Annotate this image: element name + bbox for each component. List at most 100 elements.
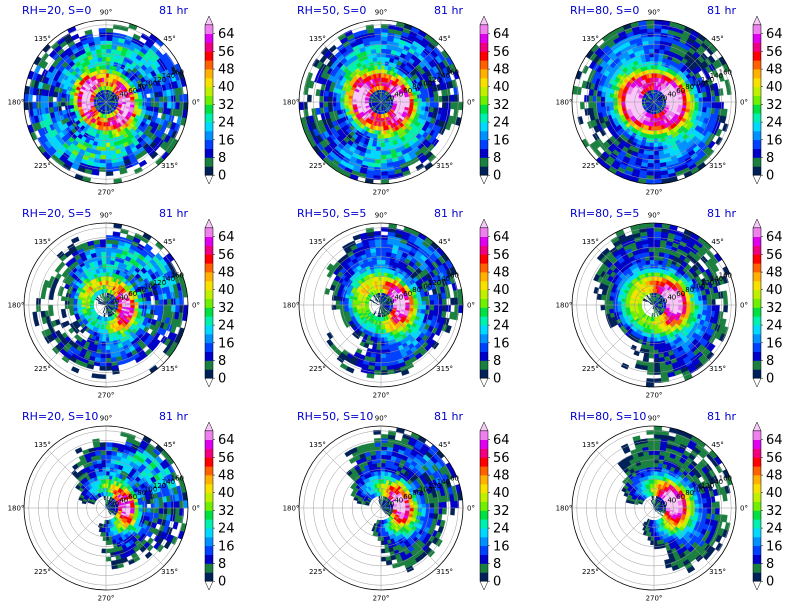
- angle-tick-label: 225°: [582, 568, 599, 576]
- angle-tick-label: 45°: [163, 441, 175, 449]
- radial-tick-label: 40: [667, 294, 676, 302]
- angle-tick-label: 270°: [646, 595, 663, 603]
- colorbar-tick-label: 8: [218, 354, 226, 369]
- radial-tick-label: 140: [710, 72, 723, 80]
- colorbar-swatch: [480, 501, 488, 511]
- colorbar-swatch: [480, 492, 488, 502]
- colorbar-swatch: [205, 60, 213, 70]
- radial-tick-label: 20: [110, 94, 119, 102]
- colorbar-swatch: [753, 42, 761, 52]
- colorbar-swatch: [753, 166, 761, 176]
- colorbar-swatch: [753, 51, 761, 61]
- colorbar-swatch: [753, 316, 761, 326]
- colorbar-tick-label: 16: [493, 539, 510, 554]
- colorbar-swatch: [205, 369, 213, 379]
- colorbar-swatch: [753, 466, 761, 476]
- colorbar-swatch: [205, 545, 213, 555]
- radial-tick-label: 120: [701, 279, 714, 287]
- angle-tick-label: 315°: [161, 568, 178, 576]
- angle-tick-label: 90°: [648, 212, 660, 220]
- colorbar: 0 8 16 24 32 40 48 56 64: [204, 218, 235, 388]
- colorbar-tick-label: 40: [493, 80, 510, 95]
- radial-tick-label: 40: [667, 497, 676, 505]
- colorbar-tick-label: 24: [493, 522, 510, 537]
- radial-tick-label: 100: [692, 80, 705, 88]
- radial-tick-label: 60: [403, 493, 412, 501]
- colorbar-swatch: [753, 139, 761, 149]
- colorbar-tick-label: 0: [493, 575, 501, 590]
- angle-tick-label: 90°: [100, 212, 112, 220]
- colorbar-swatch: [205, 95, 213, 105]
- angle-tick-label: 0°: [192, 505, 200, 513]
- angle-tick-label: 270°: [373, 189, 390, 197]
- radial-tick-label: 140: [162, 478, 175, 486]
- radial-tick-label: 20: [110, 297, 119, 305]
- radial-tick-label: 20: [658, 500, 667, 508]
- colorbar-swatch: [480, 95, 488, 105]
- colorbar-swatch: [205, 333, 213, 344]
- colorbar-swatch: [753, 130, 761, 141]
- colorbar-tick-label: 48: [766, 469, 783, 484]
- angle-tick-label: 45°: [711, 35, 723, 43]
- radial-tick-label: 100: [419, 283, 432, 291]
- angle-tick-label: 90°: [648, 9, 660, 17]
- colorbar-tick-label: 48: [493, 266, 510, 281]
- panel-time-label: 81 hr: [707, 207, 736, 220]
- panel-title: RH=80, S=0: [570, 4, 639, 17]
- angle-tick-label: 135°: [582, 441, 599, 449]
- radial-tick-label: 40: [119, 294, 128, 302]
- radial-tick-label: 100: [419, 486, 432, 494]
- colorbar-swatch: [480, 307, 488, 317]
- radial-tick-label: 140: [437, 72, 450, 80]
- colorbar-swatch: [753, 519, 761, 529]
- panel-7: 20 40 60 8010012014016090°45°0°315°270°225°…: [8, 410, 235, 603]
- colorbar-tick-label: 0: [493, 372, 501, 387]
- angle-tick-label: 180°: [8, 505, 25, 513]
- colorbar-tick-label: 64: [493, 230, 510, 245]
- colorbar-tick-label: 32: [766, 504, 783, 519]
- radial-tick-label: 80: [137, 83, 146, 91]
- panel-time-label: 81 hr: [434, 207, 463, 220]
- radial-tick-label: 100: [692, 486, 705, 494]
- colorbar-tick-label: 16: [766, 336, 783, 351]
- colorbar-swatch: [205, 475, 213, 485]
- colorbar-swatch: [753, 333, 761, 344]
- radial-tick-label: 40: [119, 91, 128, 99]
- colorbar-swatch: [480, 519, 488, 529]
- colorbar-tick-label: 48: [493, 63, 510, 78]
- angle-tick-label: 180°: [283, 302, 300, 310]
- radial-tick-label: 80: [685, 83, 694, 91]
- colorbar-tick-label: 16: [218, 133, 235, 148]
- radial-tick-label: 120: [428, 279, 441, 287]
- colorbar: 0 8 16 24 32 40 48 56 64: [752, 421, 783, 591]
- angle-tick-label: 90°: [100, 9, 112, 17]
- angle-tick-label: 315°: [709, 568, 726, 576]
- radial-tick-label: 160: [171, 475, 184, 483]
- panel-4: 20 40 60 8010012014016090°45°0°315°270°225°…: [8, 207, 235, 400]
- radial-tick-label: 100: [144, 486, 157, 494]
- angle-tick-label: 135°: [34, 238, 51, 246]
- colorbar-swatch: [753, 475, 761, 485]
- colorbar-swatch: [753, 342, 761, 352]
- colorbar-swatch: [480, 263, 488, 273]
- angle-tick-label: 225°: [34, 162, 51, 170]
- angle-tick-label: 270°: [646, 392, 663, 400]
- colorbar-swatch: [480, 130, 488, 141]
- colorbar-swatch: [753, 545, 761, 555]
- angle-tick-label: 315°: [709, 365, 726, 373]
- colorbar-swatch: [480, 536, 488, 547]
- colorbar-swatch: [753, 307, 761, 317]
- colorbar-swatch: [480, 325, 488, 335]
- colorbar-swatch: [205, 130, 213, 141]
- panel-title: RH=50, S=0: [297, 4, 366, 17]
- colorbar-swatch: [205, 139, 213, 149]
- panel-5: 20 40 60 8010012014016090°45°0°315°270°225°…: [283, 207, 510, 400]
- colorbar-swatch: [205, 157, 213, 167]
- colorbar-swatch: [205, 316, 213, 326]
- polar-frame: [298, 425, 464, 591]
- angle-tick-label: 315°: [161, 162, 178, 170]
- colorbar-swatch: [205, 501, 213, 511]
- colorbar-swatch: [753, 298, 761, 308]
